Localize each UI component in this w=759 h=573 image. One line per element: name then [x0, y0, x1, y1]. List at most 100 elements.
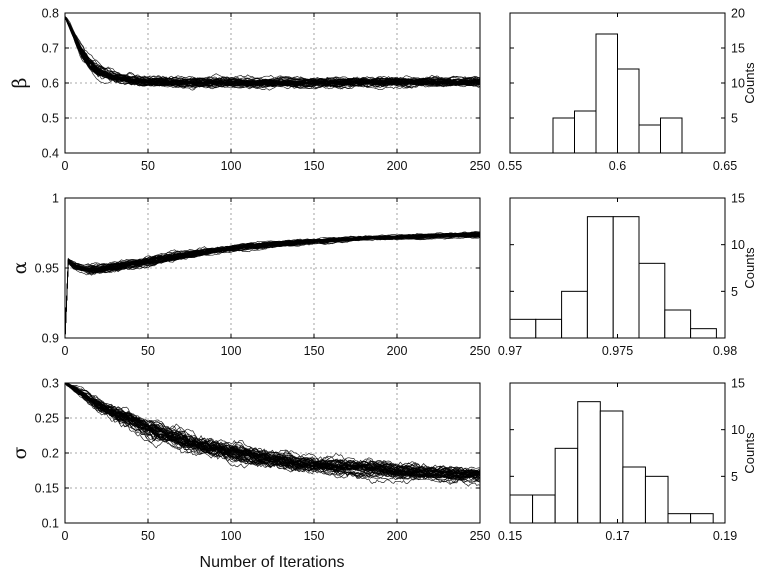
trace-series-36: [65, 234, 480, 338]
x-tick-label: 150: [304, 344, 325, 358]
trace-series-12: [65, 232, 480, 338]
x-tick-label: 0.97: [498, 344, 522, 358]
trace-series-49: [65, 383, 480, 480]
trace-series-35: [65, 232, 480, 338]
trace-series-10: [65, 235, 480, 338]
trace-series-34: [65, 235, 480, 338]
trace-series-31: [65, 233, 480, 338]
histogram-bar: [644, 475, 669, 524]
x-tick-label: 0: [62, 344, 69, 358]
trace-series-group: [65, 383, 480, 487]
y-tick-label: 0.8: [42, 7, 59, 21]
y-tick-label: 0.15: [35, 482, 59, 496]
x-axis-label: Number of Iterations: [200, 554, 345, 571]
histogram-bar: [509, 494, 534, 524]
trace-series-29: [65, 233, 480, 338]
x-tick-label: 0.15: [498, 529, 522, 543]
trace-series-46: [65, 383, 480, 481]
y-tick-label: 0.5: [42, 112, 59, 126]
x-tick-label: 100: [221, 344, 242, 358]
y-tick-label: 0.7: [42, 42, 59, 56]
y-tick-label: 15: [731, 377, 745, 391]
trace-series-42: [65, 235, 480, 338]
x-tick-label: 50: [141, 344, 155, 358]
trace-series-13: [65, 232, 480, 338]
trace-series-49: [65, 233, 480, 338]
histogram-bar: [638, 124, 661, 154]
trace-series-38: [65, 232, 480, 338]
histogram-bar: [532, 494, 556, 524]
trace-series-21: [65, 232, 480, 338]
x-tick-label: 250: [470, 344, 491, 358]
trace-series-30: [65, 234, 480, 338]
trace-series-27: [65, 233, 480, 338]
trace-series-50: [65, 235, 480, 338]
trace-series-4: [65, 232, 480, 338]
y-tick-label: 0.9: [42, 332, 59, 346]
trace-series-25: [65, 232, 480, 338]
trace-series-43: [65, 235, 480, 338]
trace-series-48: [65, 16, 480, 88]
histogram-bar: [561, 290, 588, 339]
histogram-bar: [552, 117, 575, 154]
trace-series-28: [65, 233, 480, 338]
y-tick-label: 0.3: [42, 377, 59, 391]
trace-series-3: [65, 234, 480, 338]
trace-series-17: [65, 232, 480, 338]
counts-axis-label: Counts: [742, 247, 757, 289]
y-tick-label: 1: [52, 192, 59, 206]
x-tick-label: 0.19: [713, 529, 737, 543]
x-tick-label: 100: [221, 159, 242, 173]
trace-series-45: [65, 16, 480, 91]
x-tick-label: 50: [141, 529, 155, 543]
sigma-histogram-panel: 0.15 0.17 0.19 5 10 15 Counts: [498, 377, 757, 544]
histogram-bar: [612, 216, 640, 339]
trace-series-26: [65, 233, 480, 338]
trace-series-40: [65, 235, 480, 338]
x-tick-label: 0.65: [713, 159, 737, 173]
x-tick-label: 0.975: [602, 344, 633, 358]
beta-histogram-panel: 0.55 0.6 0.65 5 10 15 20 Counts: [498, 7, 757, 174]
trace-series-41: [65, 383, 480, 477]
trace-series-50: [65, 16, 480, 85]
histogram-bar: [595, 33, 618, 154]
trace-series-6: [65, 234, 480, 338]
x-tick-label: 50: [141, 159, 155, 173]
x-tick-label: 200: [387, 344, 408, 358]
trace-series-45: [65, 232, 480, 338]
y-tick-label: 10: [731, 423, 745, 437]
x-tick-label: 150: [304, 529, 325, 543]
x-tick-label: 100: [221, 529, 242, 543]
trace-series-5: [65, 232, 480, 338]
histogram-bar: [509, 318, 537, 339]
trace-series-9: [65, 234, 480, 338]
y-tick-label: 0.25: [35, 412, 59, 426]
trace-series-19: [65, 233, 480, 338]
histogram-bar: [622, 466, 646, 524]
trace-series-16: [65, 233, 480, 338]
y-tick-label: 0.2: [42, 447, 59, 461]
histogram-bar: [667, 513, 692, 524]
trace-series-15: [65, 234, 480, 338]
y-tick-label: 10: [731, 238, 745, 252]
y-tick-label: 0.95: [35, 262, 59, 276]
x-tick-label: 0: [62, 529, 69, 543]
x-tick-label: 200: [387, 529, 408, 543]
y-tick-label: 0.1: [42, 517, 59, 531]
x-tick-label: 250: [470, 159, 491, 173]
y-tick-label: 0.4: [42, 147, 59, 161]
sigma-trace-panel: 0 50 100 150 200 250 0.1 0.15 0.2 0.25 0.3 σ: [9, 377, 490, 544]
histogram-bar: [599, 410, 624, 524]
trace-series-39: [65, 233, 480, 338]
y-axis-label: β: [9, 77, 31, 88]
trace-series-22: [65, 233, 480, 338]
histogram-bar: [577, 401, 601, 524]
x-tick-label: 0: [62, 159, 69, 173]
trace-series-44: [65, 233, 480, 338]
x-tick-label: 150: [304, 159, 325, 173]
y-tick-label: 5: [731, 470, 738, 484]
trace-series-group: [65, 16, 480, 91]
trace-series-32: [65, 383, 480, 478]
x-tick-label: 0.17: [605, 529, 629, 543]
